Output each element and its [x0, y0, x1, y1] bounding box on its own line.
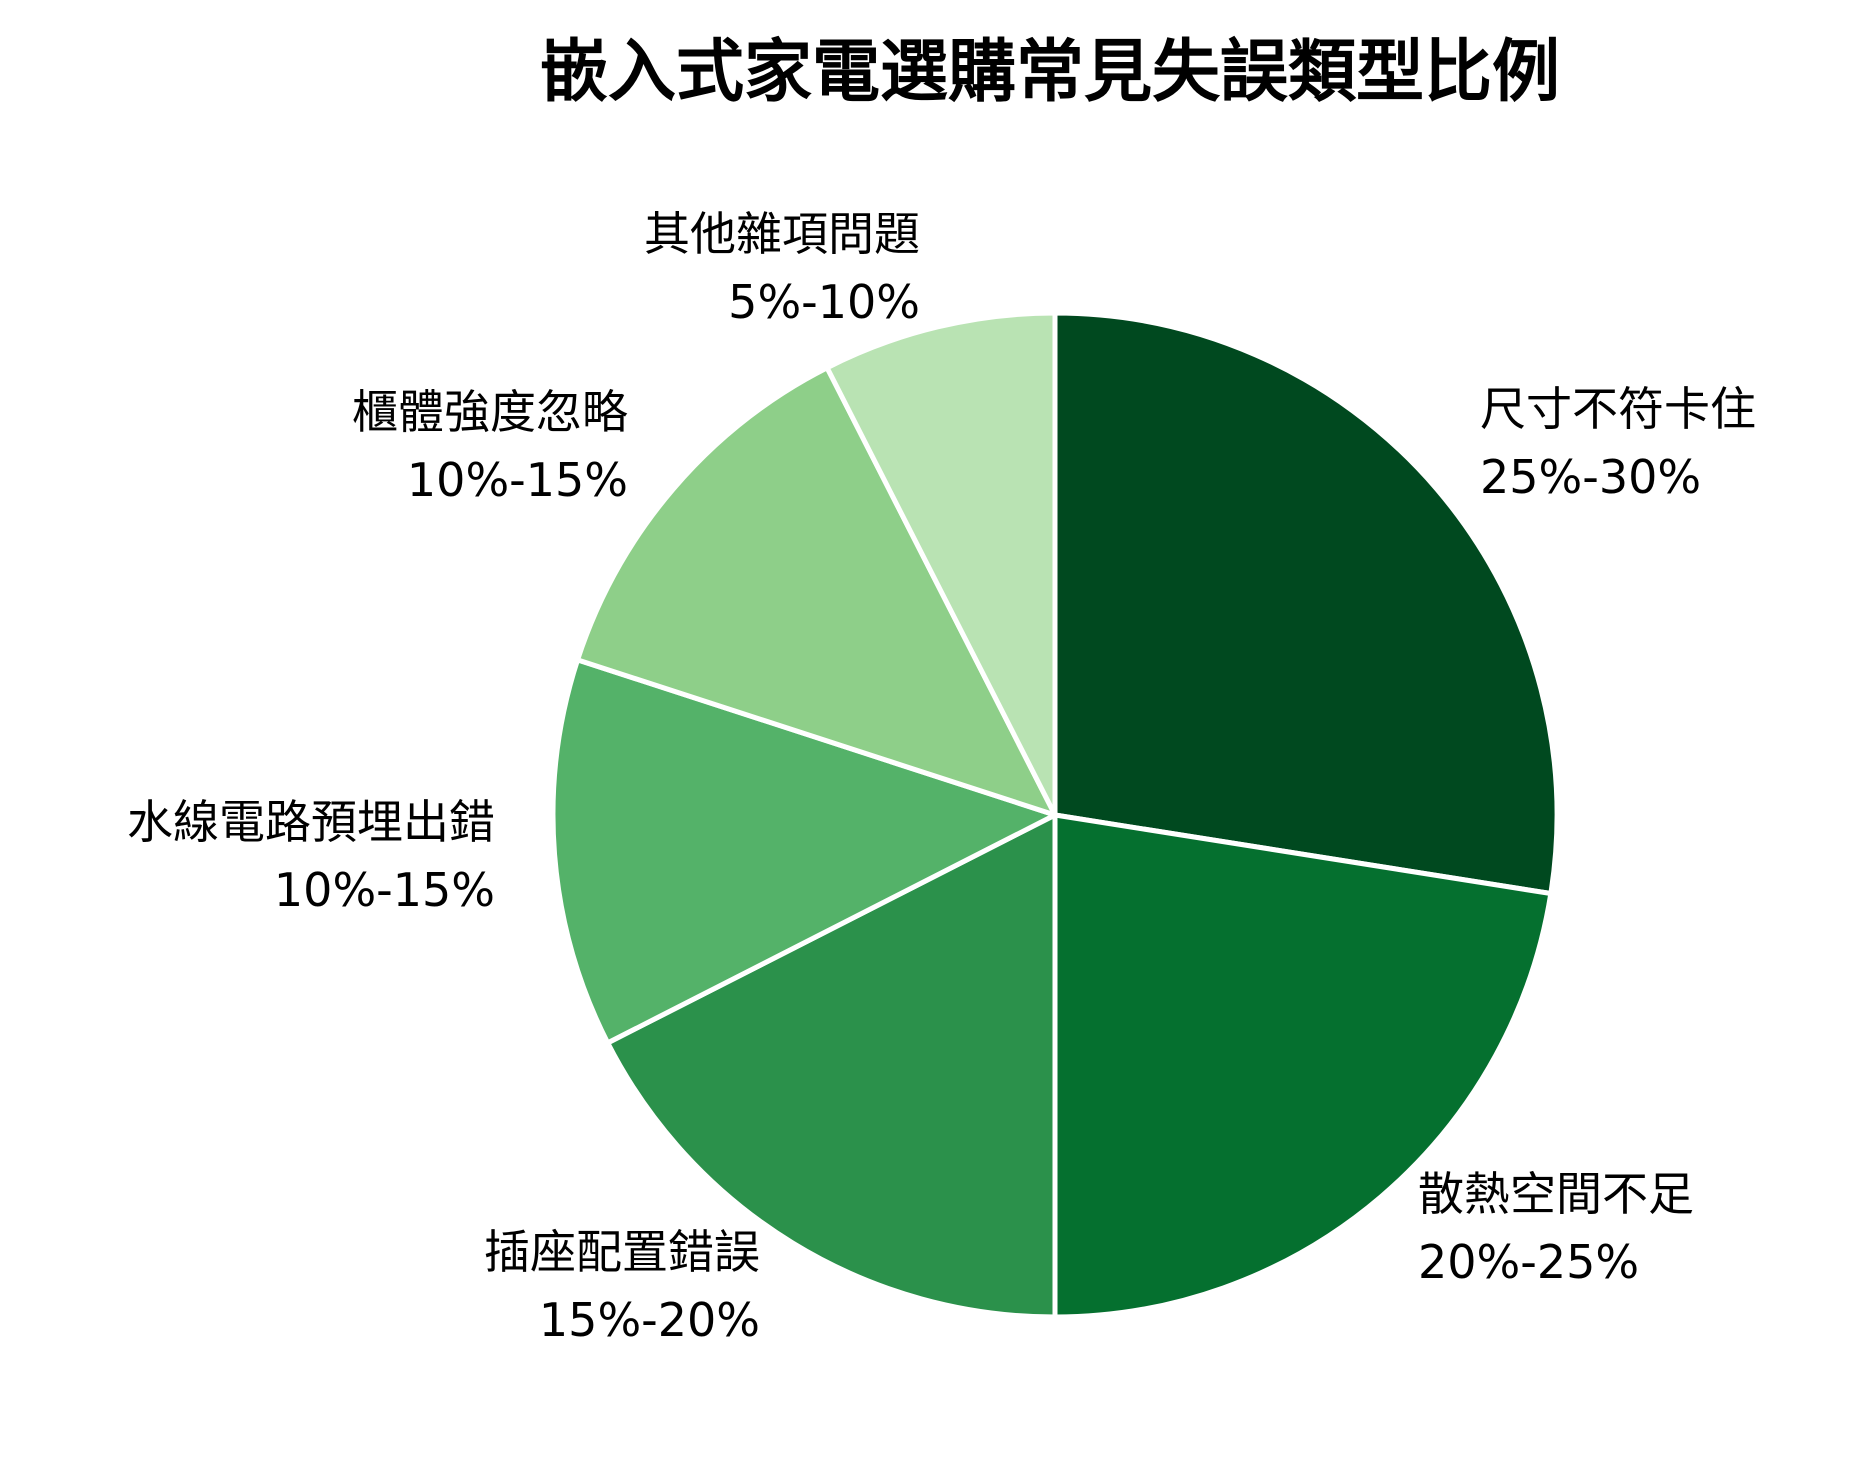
slice-value-5: 10%-15%: [407, 453, 628, 507]
chart-title: 嵌入式家電選購常見失誤類型比例: [540, 33, 1560, 112]
pie-slice-1: [1052, 310, 1560, 897]
pie-slice-5: [575, 365, 1058, 818]
slice-value-2: 20%-25%: [1418, 1235, 1639, 1289]
slice-label-2: 散熱空間不足: [1418, 1167, 1694, 1221]
slice-value-1: 25%-30%: [1480, 450, 1701, 504]
pie-slice-3: [605, 812, 1058, 1320]
slice-label-4: 水線電路預埋出錯: [127, 795, 495, 849]
slice-label-1: 尺寸不符卡住: [1480, 382, 1756, 436]
slice-label-5: 櫃體強度忽略: [352, 385, 628, 439]
pie-labels: 尺寸不符卡住 25%-30% 散熱空間不足 20%-25% 插座配置錯誤 15%-20% 水…: [127, 207, 1756, 1347]
slice-value-4: 10%-15%: [274, 863, 495, 917]
pie-slice-6: [824, 310, 1058, 818]
pie-slices: [550, 310, 1560, 1320]
slice-value-6: 5%-10%: [728, 275, 920, 329]
slice-label-6: 其他雜項問題: [644, 207, 920, 261]
slice-value-3: 15%-20%: [539, 1293, 760, 1347]
slice-label-3: 插座配置錯誤: [484, 1225, 760, 1279]
pie-slice-4: [550, 657, 1058, 1046]
pie-slice-2: [1052, 812, 1554, 1320]
